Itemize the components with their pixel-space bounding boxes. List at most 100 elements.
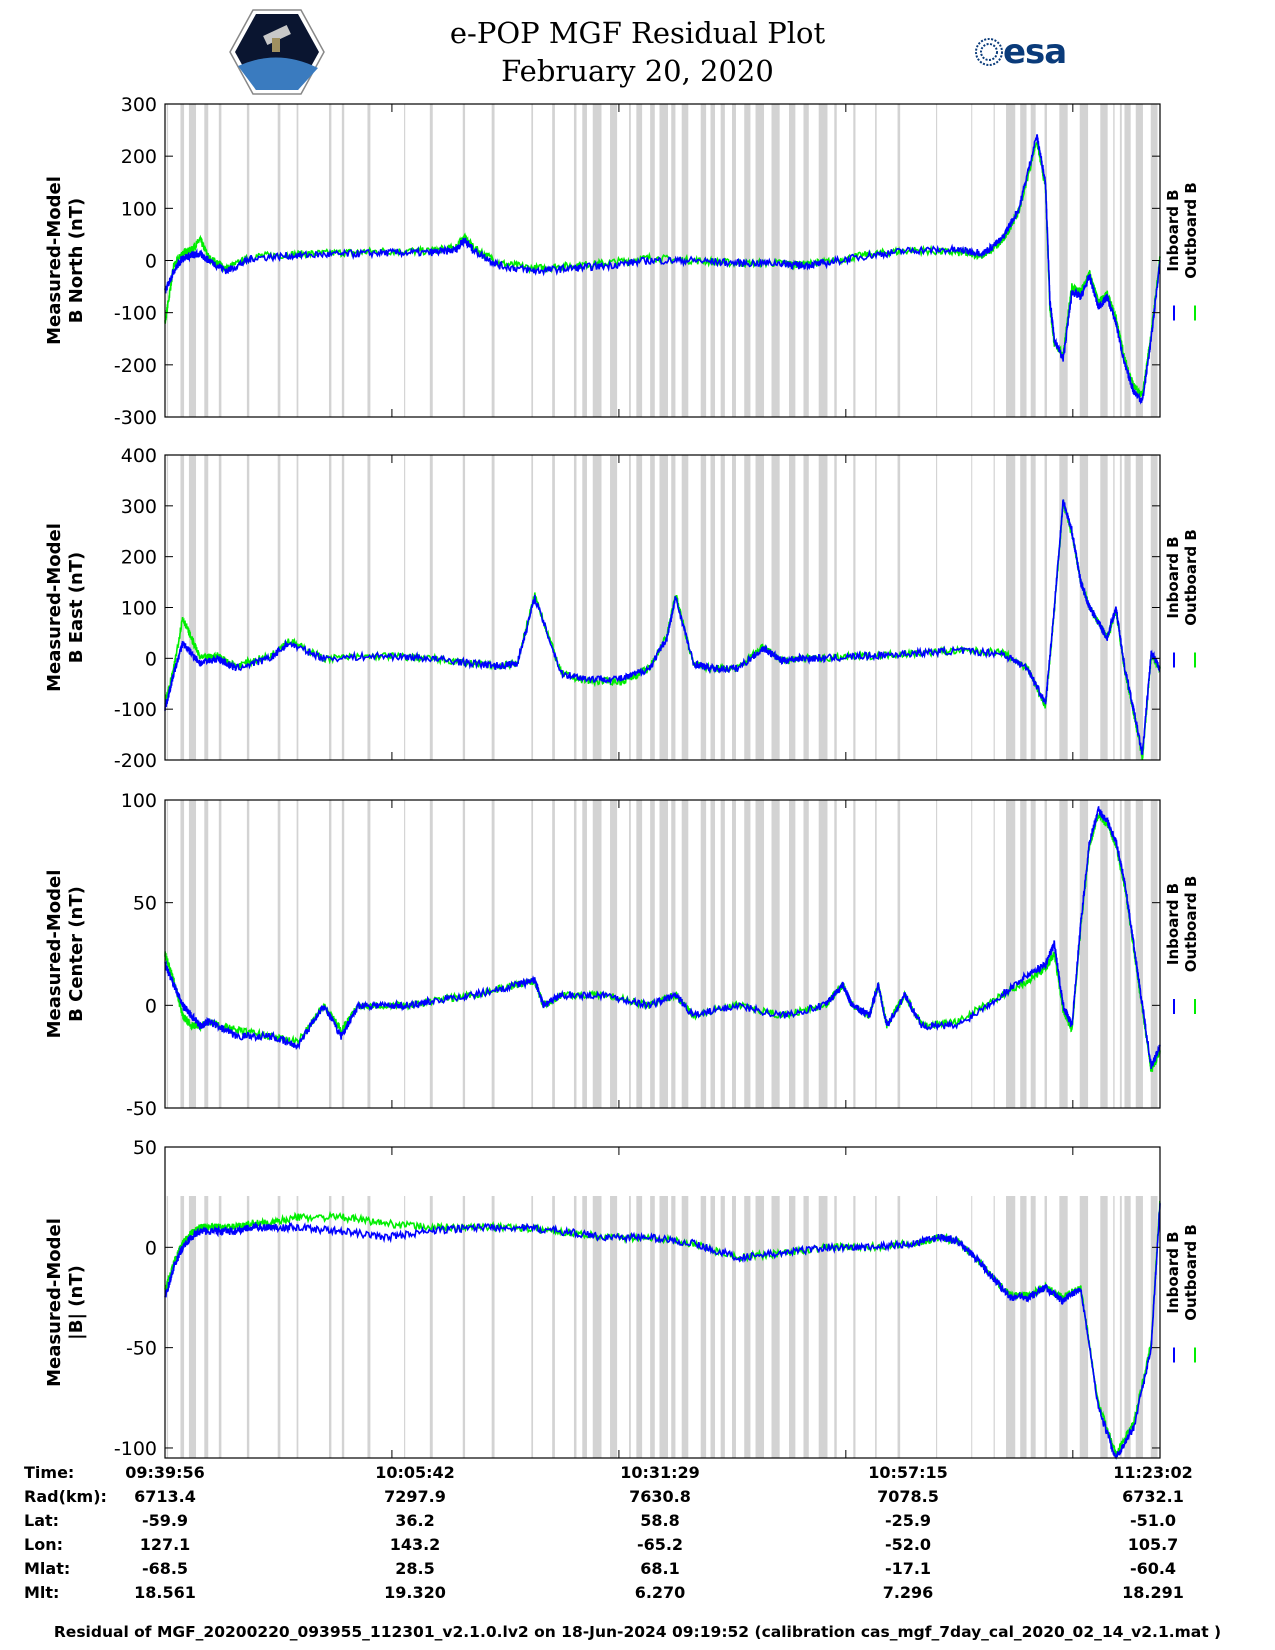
y-tick-label: 100	[121, 198, 157, 220]
y-axis-label: Measured-Model|B| (nT)	[44, 1218, 87, 1387]
y-axis-label-line2: |B| (nT)	[66, 1265, 87, 1340]
gap-stripe	[582, 1196, 587, 1458]
panel-b-magnitude: 50 0 -50 -100 Measured-Model|B| (nT) Inboard …	[44, 1137, 1200, 1460]
gap-stripe	[531, 1196, 534, 1458]
gap-stripe	[720, 800, 725, 1108]
mission-patch-logo	[229, 9, 325, 95]
gap-stripe	[1135, 104, 1143, 417]
y-axis-label: Measured-ModelB East (nT)	[44, 523, 87, 692]
gap-stripe	[341, 1196, 345, 1458]
y-tick-label: 200	[121, 146, 157, 168]
legend-outboard-label: Outboard B	[1182, 182, 1200, 279]
gap-stripe	[404, 1196, 406, 1458]
ephem-lat-value: -59.9	[141, 1511, 189, 1530]
gap-stripe	[277, 800, 281, 1108]
gap-stripe	[1059, 800, 1068, 1108]
gap-stripe	[592, 104, 602, 417]
ephemeris-table: Time: Rad(km): Lat: Lon: Mlat: Mlt: 09:3…	[0, 1463, 1275, 1643]
y-tick-label: 100	[121, 790, 157, 812]
ephem-lat-value: -51.0	[1129, 1511, 1177, 1530]
inboard-series-line	[164, 805, 1161, 1070]
gap-stripe	[462, 1196, 466, 1458]
gap-stripe	[296, 104, 299, 417]
gap-stripe	[582, 104, 587, 417]
ephem-time-value: 10:57:15	[868, 1463, 948, 1482]
gap-stripe	[367, 455, 371, 760]
gap-stripe	[404, 104, 406, 417]
gap-stripe	[1079, 800, 1089, 1108]
gap-stripe	[1100, 1196, 1108, 1458]
gap-stripe	[246, 800, 250, 1108]
y-tick-label: -300	[114, 407, 157, 429]
gap-stripe	[744, 1196, 751, 1458]
gap-stripe	[629, 1196, 631, 1458]
gap-stripe	[1006, 104, 1016, 417]
ephem-lat-value: 36.2	[395, 1511, 435, 1530]
y-axis-label-line1: Measured-Model	[44, 870, 65, 1039]
gap-stripe	[1119, 104, 1122, 417]
gap-stripe	[993, 104, 995, 417]
gap-stripe	[552, 1196, 555, 1458]
gap-stripe	[277, 1196, 281, 1458]
gap-stripe	[659, 1196, 669, 1458]
y-tick-label: -100	[114, 303, 157, 325]
ephem-mlt-value: 18.561	[134, 1583, 196, 1602]
gap-stripe	[204, 455, 209, 760]
ephem-time-value: 10:05:42	[375, 1463, 455, 1482]
gap-stripe	[218, 104, 222, 417]
gap-stripe	[404, 800, 406, 1108]
gap-stripe	[1150, 1196, 1158, 1458]
gap-stripe	[789, 1196, 796, 1458]
legend-outboard-label: Outboard B	[1182, 529, 1200, 626]
gap-stripe	[1044, 800, 1047, 1108]
ephem-lon-value: 143.2	[389, 1535, 441, 1554]
legend: Inboard BOutboard B	[1164, 1224, 1200, 1321]
gap-stripe	[875, 455, 877, 760]
esa-logo-mark	[975, 38, 1003, 66]
gap-stripe	[1100, 800, 1108, 1108]
gap-stripe	[246, 1196, 250, 1458]
gap-stripe	[803, 104, 809, 417]
ephem-label-mlat: Mlat:	[24, 1559, 71, 1578]
gap-stripe	[671, 1196, 676, 1458]
gap-stripe	[1124, 1196, 1131, 1458]
gap-stripe	[1030, 1196, 1036, 1458]
gap-stripe	[755, 1196, 765, 1458]
ephem-mlt-value: 7.296	[882, 1583, 934, 1602]
gap-stripe	[789, 104, 796, 417]
gap-stripe	[573, 104, 577, 417]
gap-stripe	[1119, 1196, 1122, 1458]
gap-stripe	[552, 455, 555, 760]
gap-stripe	[1119, 455, 1122, 760]
legend: Inboard BOutboard B	[1164, 876, 1200, 973]
gap-stripe	[681, 1196, 689, 1458]
gap-stripe	[610, 800, 618, 1108]
gap-stripe	[462, 455, 466, 760]
legend-inboard-label: Inboard B	[1164, 1231, 1182, 1313]
gap-stripe	[188, 1196, 197, 1458]
gap-stripe	[853, 455, 856, 760]
ephem-label-lon: Lon:	[24, 1535, 63, 1554]
ephem-lat-value: 58.8	[640, 1511, 680, 1530]
gap-stripe	[1135, 800, 1143, 1108]
gap-stripe	[404, 455, 406, 760]
gap-stripe	[367, 800, 371, 1108]
gap-stripe	[834, 1196, 837, 1458]
esa-logo-text: esa	[1003, 32, 1067, 72]
gap-stripe	[971, 104, 973, 417]
gap-stripe	[897, 104, 901, 417]
gap-stripe	[531, 104, 534, 417]
gap-stripe	[592, 1196, 602, 1458]
ephem-label-rad: Rad(km):	[24, 1487, 107, 1506]
ephem-lon-value: 127.1	[139, 1535, 191, 1554]
legend-inboard-label: Inboard B	[1164, 536, 1182, 618]
y-tick-label: -100	[114, 699, 157, 721]
gap-stripe	[592, 455, 602, 760]
title-line-1: e-POP MGF Residual Plot	[449, 16, 826, 50]
y-tick-label: 0	[145, 1237, 157, 1259]
gap-stripe	[188, 455, 197, 760]
ephem-time-value: 10:31:29	[620, 1463, 700, 1482]
gap-stripe	[218, 455, 222, 760]
y-axis-label-line2: B Center (nT)	[66, 886, 87, 1022]
gap-stripe	[971, 800, 973, 1108]
